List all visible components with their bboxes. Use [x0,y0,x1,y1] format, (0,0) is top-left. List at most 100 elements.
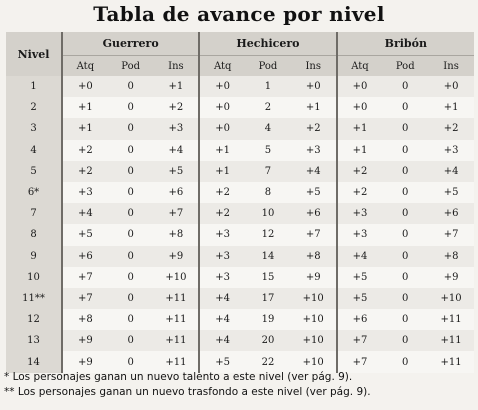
value-cell: +9 [291,267,337,288]
value-cell: 0 [382,76,428,97]
value-cell: +4 [199,309,245,330]
subheader-atq: Atq [337,56,383,77]
value-cell: +1 [291,97,337,118]
value-cell: +0 [337,76,383,97]
value-cell: 0 [382,330,428,351]
value-cell: 0 [108,76,154,97]
value-cell: +5 [337,267,383,288]
value-cell: +2 [62,140,108,161]
value-cell: +4 [199,288,245,309]
value-cell: +2 [428,118,474,139]
group-header-bribon: Bribón [337,32,474,56]
value-cell: +2 [62,161,108,182]
value-cell: +2 [199,182,245,203]
subheader-atq: Atq [199,56,245,77]
value-cell: +11 [154,309,200,330]
table-row: 1 +0 0 +1 +0 1 +0 +0 0 +0 [6,76,474,97]
value-cell: +0 [291,76,337,97]
table-row: 2 +1 0 +2 +0 2 +1 +0 0 +1 [6,97,474,118]
level-cell: 4 [6,140,62,161]
value-cell: 10 [245,203,291,224]
value-cell: +0 [62,76,108,97]
value-cell: +5 [291,182,337,203]
value-cell: 4 [245,118,291,139]
value-cell: +8 [291,246,337,267]
value-cell: 0 [108,330,154,351]
value-cell: +10 [154,267,200,288]
level-header: Nivel [6,32,62,76]
value-cell: +3 [199,224,245,245]
value-cell: +11 [154,330,200,351]
value-cell: 0 [108,182,154,203]
value-cell: +0 [199,97,245,118]
level-cell: 9 [6,246,62,267]
value-cell: 0 [382,246,428,267]
value-cell: 0 [382,203,428,224]
value-cell: +4 [428,161,474,182]
table-row: 8 +5 0 +8 +3 12 +7 +3 0 +7 [6,224,474,245]
group-header-hechicero: Hechicero [199,32,336,56]
level-cell: 8 [6,224,62,245]
value-cell: 7 [245,161,291,182]
value-cell: 0 [108,97,154,118]
value-cell: +8 [154,224,200,245]
table-row: 13 +9 0 +11 +4 20 +10 +7 0 +11 [6,330,474,351]
group-header-guerrero: Guerrero [62,32,199,56]
value-cell: +4 [337,246,383,267]
value-cell: 0 [108,309,154,330]
subheader-atq: Atq [62,56,108,77]
value-cell: 0 [382,224,428,245]
table-row: 6* +3 0 +6 +2 8 +5 +2 0 +5 [6,182,474,203]
value-cell: +4 [291,161,337,182]
table-row: 5 +2 0 +5 +1 7 +4 +2 0 +4 [6,161,474,182]
value-cell: +1 [62,97,108,118]
value-cell: +5 [428,182,474,203]
footnote-background: ** Los personajes ganan un nuevo trasfon… [4,385,476,400]
value-cell: +3 [62,182,108,203]
value-cell: +0 [337,97,383,118]
value-cell: +1 [62,118,108,139]
value-cell: +1 [154,76,200,97]
value-cell: +9 [62,330,108,351]
value-cell: 5 [245,140,291,161]
value-cell: 0 [382,309,428,330]
subheader-pod: Pod [245,56,291,77]
value-cell: +5 [154,161,200,182]
value-cell: +7 [291,224,337,245]
value-cell: 0 [108,140,154,161]
value-cell: +9 [154,246,200,267]
value-cell: +4 [154,140,200,161]
value-cell: +11 [154,288,200,309]
value-cell: +7 [62,288,108,309]
value-cell: +8 [62,309,108,330]
level-cell: 12 [6,309,62,330]
value-cell: 8 [245,182,291,203]
value-cell: +4 [199,330,245,351]
level-cell: 1 [6,76,62,97]
table-row: 11** +7 0 +11 +4 17 +10 +5 0 +10 [6,288,474,309]
value-cell: +10 [291,309,337,330]
level-cell: 10 [6,267,62,288]
value-cell: +1 [199,161,245,182]
value-cell: 12 [245,224,291,245]
value-cell: 0 [382,161,428,182]
table-row: 3 +1 0 +3 +0 4 +2 +1 0 +2 [6,118,474,139]
value-cell: +6 [428,203,474,224]
value-cell: 0 [108,224,154,245]
value-cell: +7 [428,224,474,245]
value-cell: +3 [337,203,383,224]
table-body: 1 +0 0 +1 +0 1 +0 +0 0 +0 2 +1 0 +2 +0 2 +1 +0 0 +1 3 +1 0 +3 +0… [6,76,474,373]
value-cell: 0 [108,118,154,139]
value-cell: 0 [108,246,154,267]
value-cell: +6 [154,182,200,203]
level-cell: 11** [6,288,62,309]
value-cell: +7 [62,267,108,288]
value-cell: +6 [62,246,108,267]
value-cell: +5 [62,224,108,245]
value-cell: 15 [245,267,291,288]
value-cell: 20 [245,330,291,351]
value-cell: 1 [245,76,291,97]
value-cell: 0 [108,267,154,288]
value-cell: +10 [291,330,337,351]
value-cell: +3 [291,140,337,161]
